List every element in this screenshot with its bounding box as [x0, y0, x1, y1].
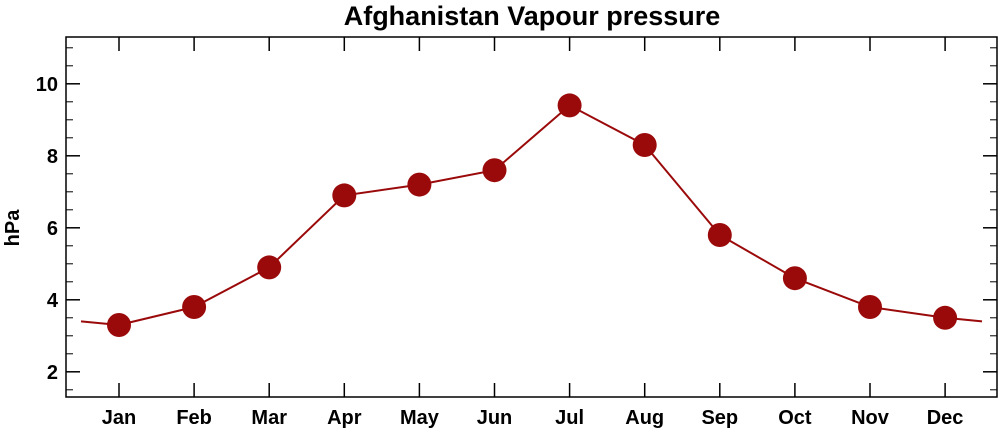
y-tick-label: 2 [47, 362, 58, 384]
x-tick-label-oct: Oct [778, 407, 812, 429]
tick-labels: 2 4 6 8 10 Jan Feb Mar Apr May Jun Jul Aug Sep Oct Nov D… [36, 74, 964, 429]
data-point-feb [182, 295, 207, 319]
plot-frame [65, 36, 998, 398]
x-tick-label-jul: Jul [555, 407, 584, 429]
data-point-sep [707, 223, 732, 247]
data-point-mar [257, 255, 282, 280]
data-point-apr [332, 183, 357, 208]
y-tick-label: 8 [47, 146, 58, 168]
y-tick-label: 10 [36, 74, 58, 96]
data-point-jul [557, 93, 582, 118]
x-tick-label-sep: Sep [701, 407, 738, 429]
series-line [80, 104, 983, 327]
data-point-aug [632, 133, 657, 157]
x-tick-label-feb: Feb [176, 407, 212, 429]
data-point-oct [782, 266, 807, 291]
data-point-jan [107, 313, 131, 337]
series-line-group [80, 104, 983, 327]
x-tick-label-mar: Mar [251, 407, 287, 429]
y-axis-label: hPa [2, 209, 24, 247]
data-points [107, 93, 958, 337]
y-tick-label: 4 [47, 290, 59, 312]
x-tick-label-aug: Aug [625, 407, 664, 429]
data-point-dec [933, 305, 958, 330]
x-tick-label-dec: Dec [927, 407, 964, 429]
x-tick-label-nov: Nov [851, 407, 890, 429]
data-point-jun [482, 158, 507, 183]
chart-title: Afghanistan Vapour pressure [344, 1, 721, 31]
x-tick-label-jan: Jan [102, 407, 136, 429]
x-tick-label-may: May [400, 407, 440, 429]
y-tick-label: 6 [47, 218, 58, 240]
x-tick-label-jun: Jun [477, 407, 513, 429]
data-point-nov [858, 295, 882, 319]
axis-ticks [66, 37, 997, 397]
data-point-may [407, 172, 432, 197]
x-tick-label-apr: Apr [327, 407, 362, 429]
